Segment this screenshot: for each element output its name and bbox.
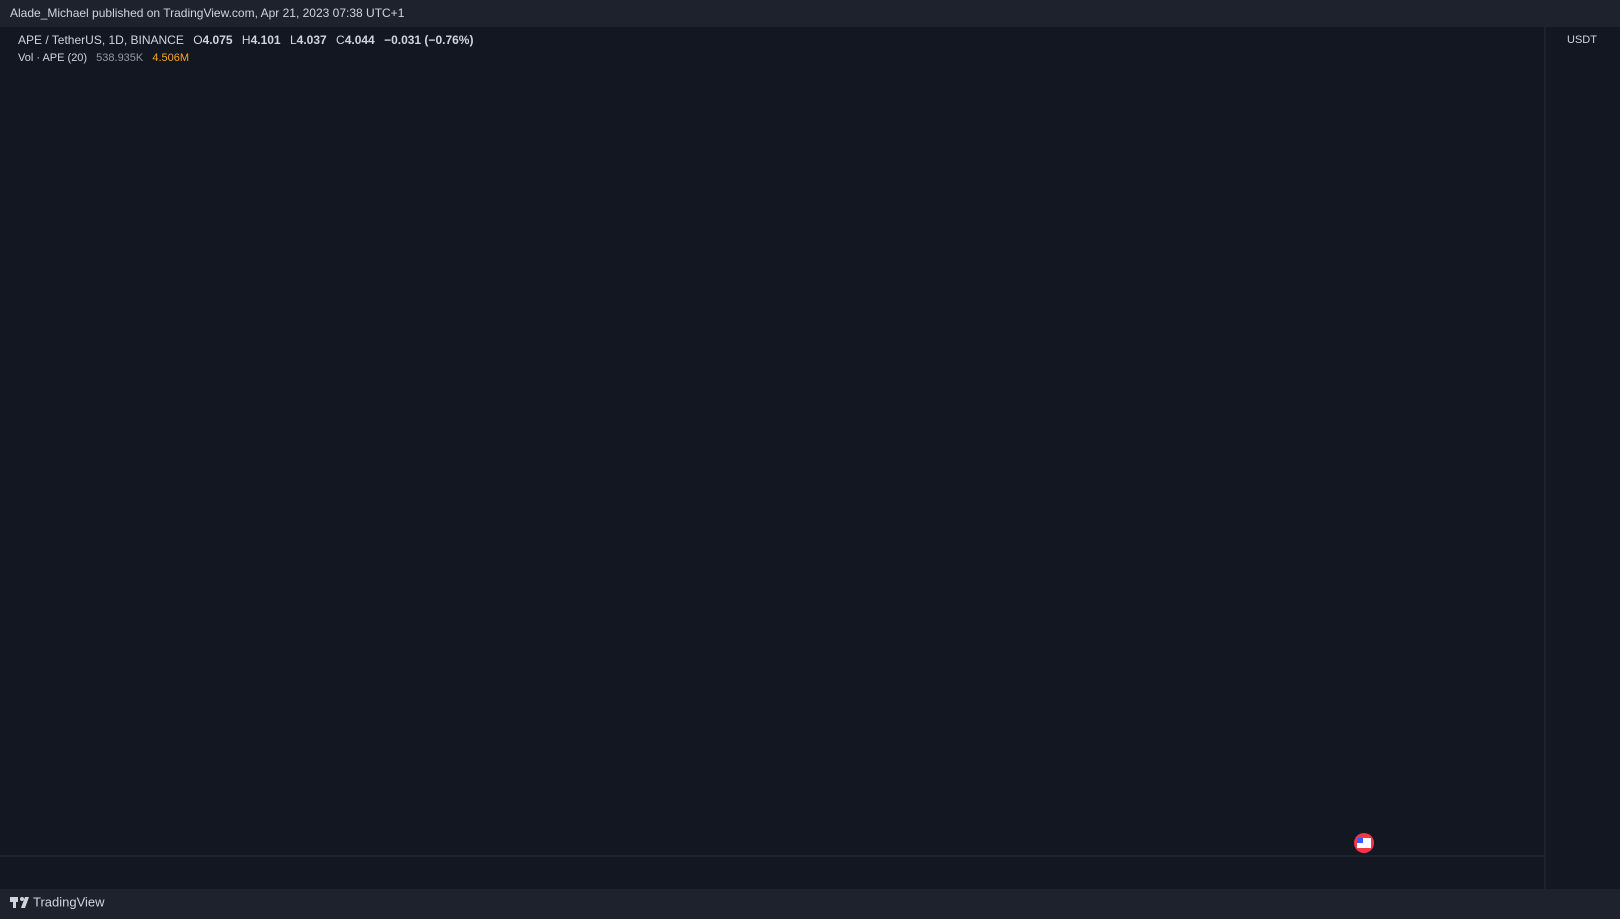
- ohlc-value: 4.101: [251, 33, 281, 47]
- ohlc-value: 4.037: [297, 33, 327, 47]
- ohlc-key: C: [336, 33, 345, 47]
- volume-legend: Vol · APE (20) 538.935K 4.506M: [18, 52, 189, 64]
- legend: APE / TetherUS, 1D, BINANCE O4.075 H4.10…: [18, 33, 473, 64]
- symbol-legend: APE / TetherUS, 1D, BINANCE O4.075 H4.10…: [18, 33, 473, 47]
- footer-brand: TradingView: [33, 894, 105, 909]
- logo-part: [13, 897, 16, 908]
- logo-part: [20, 897, 24, 901]
- publisher-header: Alade_Michael published on TradingView.c…: [10, 6, 405, 20]
- volume-ma-value: 4.506M: [152, 52, 189, 64]
- ohlc-key: H: [242, 33, 251, 47]
- header-bar: [0, 0, 1620, 27]
- ohlc-key: O: [193, 33, 202, 47]
- volume-title: Vol · APE (20): [18, 52, 87, 64]
- footer-logo: [10, 897, 29, 908]
- logo-part: [21, 897, 29, 908]
- flag-canton: [1357, 838, 1363, 843]
- volume-value: 538.935K: [96, 52, 144, 64]
- ohlc-key: L: [290, 33, 297, 47]
- flag-body: [1357, 838, 1371, 848]
- ohlc-value: 4.075: [203, 33, 233, 47]
- symbol-title: APE / TetherUS, 1D, BINANCE: [18, 33, 184, 47]
- flag-icon: [1354, 833, 1374, 853]
- ohlc-value: 4.044: [345, 33, 375, 47]
- price-change: −0.031 (−0.76%): [384, 33, 473, 47]
- axis-unit: USDT: [1567, 34, 1597, 46]
- footer-bar: [0, 889, 1620, 919]
